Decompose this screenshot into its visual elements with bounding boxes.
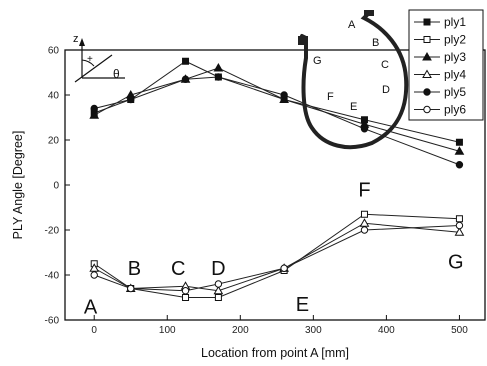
data-point-ply5 — [90, 104, 98, 113]
y-tick-label: -40 — [45, 271, 60, 282]
data-point-ply6 — [455, 221, 464, 230]
bead-left-block — [298, 36, 308, 45]
legend-item-ply1: ply1 — [414, 15, 466, 29]
series-layer — [89, 57, 465, 301]
data-point-ply6 — [90, 271, 98, 279]
data-point-ply2 — [214, 294, 222, 301]
diagram-letter-c: C — [381, 59, 389, 71]
location-label-f: F — [358, 179, 370, 201]
inset-plus-label: + — [87, 54, 93, 65]
legend-marker — [422, 51, 432, 61]
x-tick-label: 300 — [305, 325, 322, 336]
x-axis-title: Location from point A [mm] — [201, 346, 349, 360]
series-ply6 — [90, 221, 464, 295]
data-point-ply5 — [280, 91, 288, 99]
x-tick-label: 100 — [159, 325, 176, 336]
data-point-ply4 — [454, 227, 465, 236]
data-point-ply4 — [359, 218, 370, 227]
diagram-letter-b: B — [372, 37, 379, 49]
data-point-ply5 — [360, 125, 369, 133]
point-annotations: A B C D E F G — [84, 179, 464, 318]
tire-section-diagram: A B C D E F G — [298, 10, 409, 150]
data-point-ply6 — [214, 280, 223, 288]
legend-label: ply6 — [444, 103, 466, 117]
inset-up-arrow — [79, 38, 85, 46]
location-label-c: C — [171, 258, 185, 280]
data-point-ply4 — [89, 263, 100, 272]
tire-section-outline — [300, 12, 409, 150]
x-tick-label: 200 — [232, 325, 249, 336]
x-tick-label: 500 — [451, 325, 468, 336]
diagram-letter-e: E — [350, 101, 357, 113]
y-tick-label: 60 — [48, 46, 60, 57]
data-point-ply5 — [455, 161, 464, 169]
legend-marker — [423, 88, 431, 96]
data-point-ply2 — [455, 215, 463, 223]
legend-item-ply3: ply3 — [414, 50, 466, 64]
diagram-letter-d: D — [382, 84, 390, 96]
inset-theta-label: θ — [113, 67, 120, 81]
location-label-e: E — [296, 294, 309, 316]
data-point-ply5 — [214, 73, 223, 81]
inset-z-label: z — [73, 33, 79, 45]
data-point-ply5 — [181, 75, 190, 83]
x-tick-label: 400 — [378, 325, 395, 336]
series-ply5 — [90, 73, 464, 169]
legend-item-ply2: ply2 — [414, 33, 466, 47]
y-tick-label: -20 — [45, 226, 60, 237]
data-point-ply1 — [455, 138, 463, 146]
diagram-letter-f: F — [327, 91, 334, 103]
data-point-ply5 — [127, 95, 135, 104]
y-tick-label: 40 — [48, 91, 60, 102]
location-label-g: G — [448, 251, 464, 273]
angle-definition-inset: z + θ — [73, 33, 125, 83]
data-point-ply3 — [213, 62, 224, 72]
data-point-ply2 — [360, 210, 368, 218]
series-line-ply6 — [94, 225, 460, 292]
y-tick-label: 0 — [53, 181, 59, 192]
legend-item-ply4: ply4 — [414, 68, 466, 82]
data-point-ply3 — [279, 94, 289, 103]
inset-ply-line — [74, 54, 113, 83]
legend-marker — [423, 18, 431, 26]
diagram-letter-a: A — [348, 19, 356, 31]
data-point-ply4 — [213, 285, 224, 295]
diagram-letter-g: G — [313, 55, 322, 67]
legend-label: ply5 — [444, 85, 466, 99]
location-label-d: D — [211, 258, 225, 280]
series-ply2 — [90, 210, 463, 301]
data-point-ply6 — [360, 226, 369, 234]
y-tick-label: -60 — [45, 316, 60, 327]
series-ply4 — [89, 218, 465, 295]
legend: ply1 ply2 ply3 ply4 ply5 ply6 — [408, 9, 484, 121]
y-axis-title: PLY Angle [Degree] — [11, 131, 25, 240]
data-point-ply6 — [280, 264, 288, 272]
legend-label: ply4 — [444, 68, 466, 82]
location-label-a: A — [84, 296, 98, 318]
series-line-ply4 — [93, 222, 460, 292]
bead-right-block — [364, 10, 374, 16]
legend-label: ply3 — [444, 50, 466, 64]
data-point-ply6 — [127, 284, 135, 293]
legend-item-ply6: ply6 — [414, 103, 466, 117]
legend-marker — [423, 105, 431, 114]
inset-angle-arc — [81, 59, 95, 67]
x-tick-label: 0 — [91, 325, 97, 336]
data-point-ply6 — [181, 287, 190, 295]
location-label-b: B — [128, 258, 141, 280]
legend-marker — [422, 69, 432, 78]
legend-label: ply2 — [444, 33, 466, 47]
data-point-ply3 — [454, 146, 465, 155]
data-point-ply3 — [89, 110, 100, 119]
legend-box — [408, 9, 484, 121]
legend-item-ply5: ply5 — [414, 85, 466, 99]
legend-label: ply1 — [444, 15, 466, 29]
data-point-ply2 — [182, 294, 190, 301]
legend-marker — [423, 36, 431, 43]
y-tick-label: 20 — [48, 136, 60, 147]
axis-ticks — [65, 49, 460, 321]
data-point-ply1 — [182, 57, 190, 65]
